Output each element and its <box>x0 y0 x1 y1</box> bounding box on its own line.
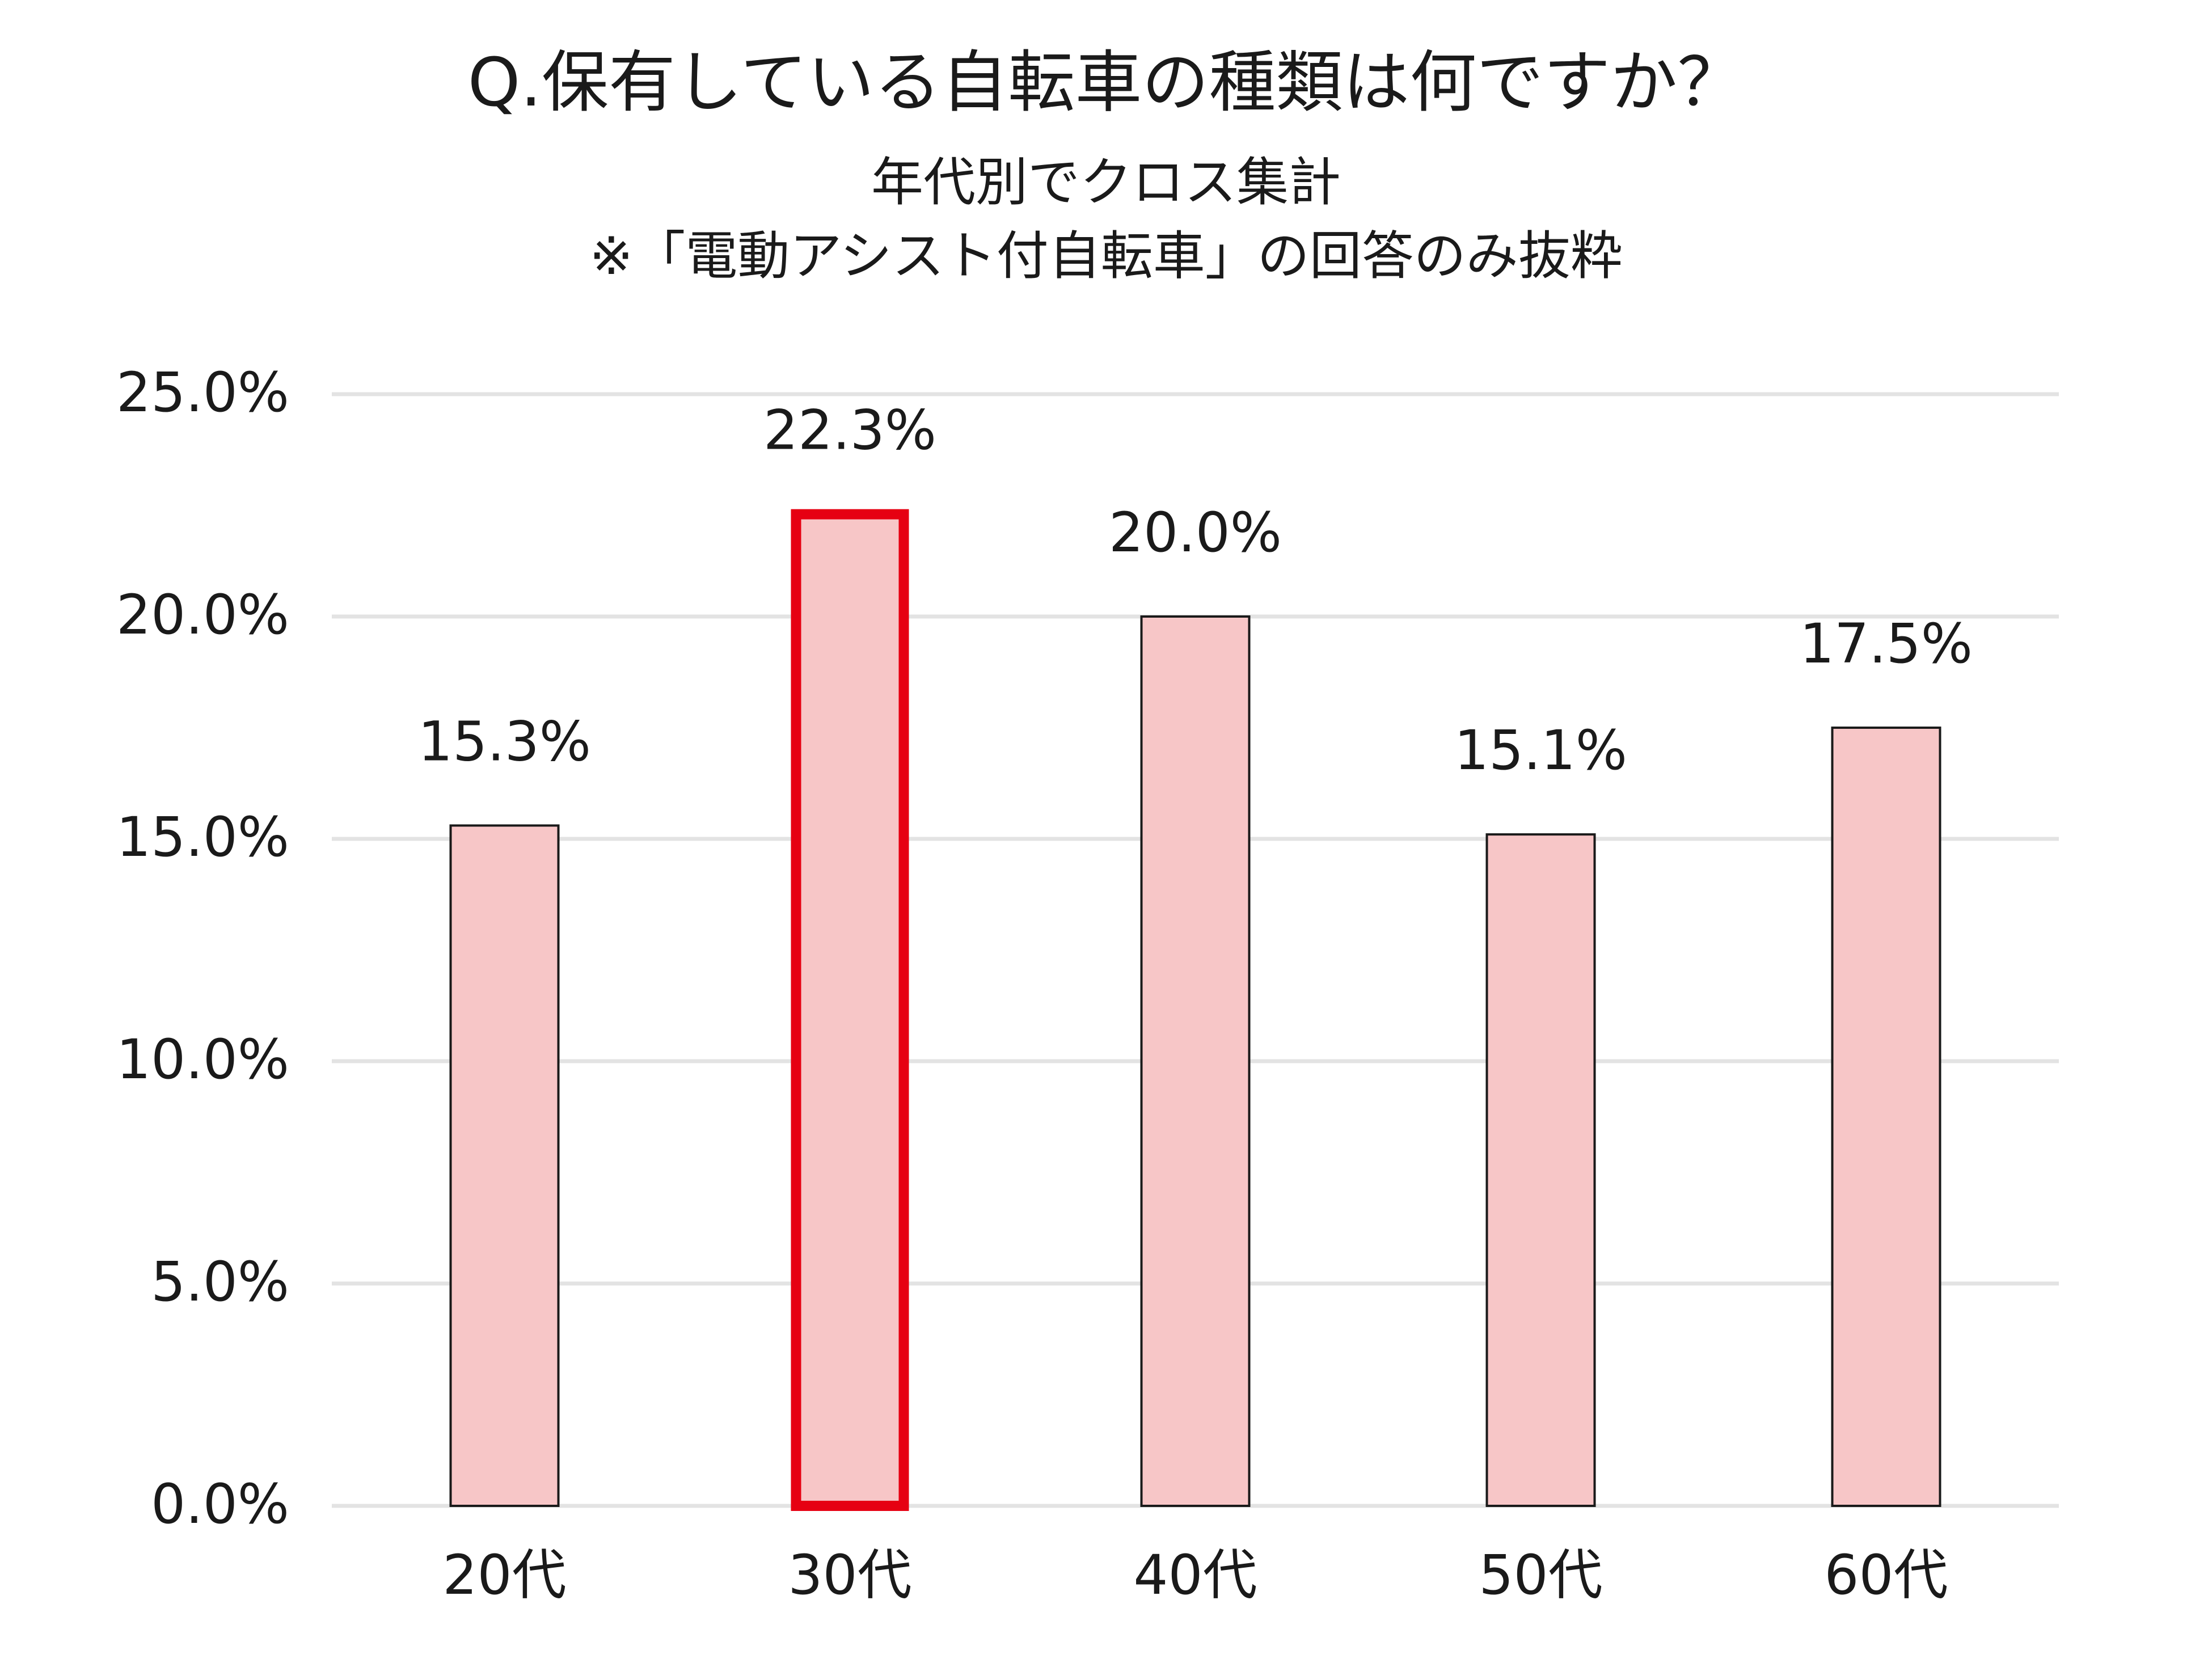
x-tick-label: 40代 <box>1133 1543 1257 1607</box>
data-label: 20.0% <box>1109 501 1282 564</box>
bars <box>449 509 1941 1511</box>
x-tick-label: 50代 <box>1479 1543 1602 1607</box>
y-tick-label: 0.0% <box>151 1472 289 1536</box>
bar <box>449 824 560 1507</box>
bar <box>1485 833 1596 1507</box>
y-tick-label: 20.0% <box>116 583 289 647</box>
data-label: 15.3% <box>418 710 591 773</box>
x-tick-label: 30代 <box>788 1543 911 1607</box>
bar <box>1140 615 1251 1507</box>
chart-subtitle-line-2: ※「電動アシスト付自転車」の回答のみ抜粋 <box>589 226 1623 286</box>
y-tick-label: 25.0% <box>116 361 289 424</box>
bar <box>1831 727 1941 1507</box>
data-label: 22.3% <box>763 399 936 462</box>
chart-title: Q.保有している自転車の種類は何ですか？ <box>467 43 1745 121</box>
x-tick-label: 60代 <box>1824 1543 1948 1607</box>
y-tick-label: 10.0% <box>116 1028 289 1091</box>
bar-highlighted <box>791 509 909 1511</box>
y-axis-ticks: 0.0% 5.0% 10.0% 15.0% 20.0% 25.0% <box>116 361 289 1536</box>
y-tick-label: 5.0% <box>151 1250 289 1314</box>
data-labels: 15.3% 22.3% 20.0% 15.1% 17.5% <box>418 399 1973 782</box>
chart-subtitle-line-1: 年代別でクロス集計 <box>871 152 1341 213</box>
data-label: 15.1% <box>1454 719 1627 782</box>
y-tick-label: 15.0% <box>116 805 289 869</box>
data-label: 17.5% <box>1800 612 1973 676</box>
x-axis-ticks: 20代 30代 40代 50代 60代 <box>442 1543 1948 1607</box>
x-tick-label: 20代 <box>442 1543 566 1607</box>
